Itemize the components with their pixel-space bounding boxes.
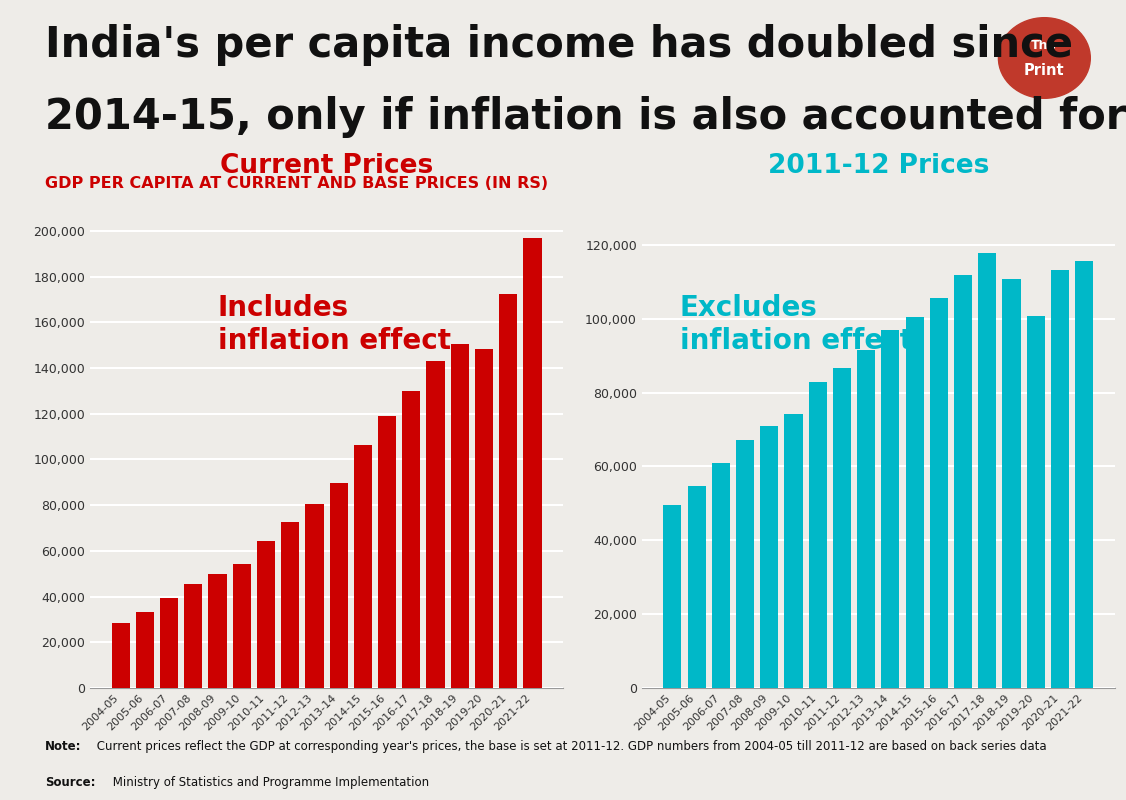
Bar: [378, 416, 396, 688]
Text: Note:: Note:: [45, 740, 81, 753]
Bar: [736, 440, 754, 688]
Circle shape: [999, 18, 1090, 98]
Bar: [282, 522, 300, 688]
Bar: [857, 350, 875, 688]
Bar: [785, 414, 803, 688]
Bar: [475, 349, 493, 688]
Bar: [905, 317, 923, 688]
Bar: [882, 330, 900, 688]
Bar: [1002, 279, 1020, 688]
Bar: [427, 361, 445, 688]
Bar: [208, 574, 226, 688]
Bar: [954, 275, 972, 688]
Text: GDP PER CAPITA AT CURRENT AND BASE PRICES (IN RS): GDP PER CAPITA AT CURRENT AND BASE PRICE…: [45, 176, 548, 191]
Bar: [833, 368, 851, 688]
Bar: [499, 294, 517, 688]
Bar: [354, 445, 372, 688]
Bar: [305, 504, 323, 688]
Bar: [688, 486, 706, 688]
Text: Ministry of Statistics and Programme Implementation: Ministry of Statistics and Programme Imp…: [109, 776, 429, 789]
Text: Print: Print: [1024, 63, 1065, 78]
Bar: [136, 612, 154, 688]
Text: Source:: Source:: [45, 776, 96, 789]
Text: The: The: [1031, 39, 1057, 52]
Bar: [257, 541, 275, 688]
Bar: [930, 298, 948, 688]
Bar: [1075, 261, 1093, 688]
Bar: [712, 463, 730, 688]
Text: Current prices reflect the GDP at corresponding year's prices, the base is set a: Current prices reflect the GDP at corres…: [93, 740, 1047, 753]
Bar: [160, 598, 178, 688]
Bar: [978, 253, 997, 688]
Bar: [1027, 316, 1045, 688]
Bar: [185, 584, 203, 688]
Bar: [402, 390, 420, 688]
Text: Includes
inflation effect: Includes inflation effect: [217, 294, 450, 355]
Text: India's per capita income has doubled since: India's per capita income has doubled si…: [45, 24, 1073, 66]
Bar: [808, 382, 826, 688]
Bar: [233, 564, 251, 688]
Bar: [760, 426, 778, 688]
Bar: [524, 238, 542, 688]
Bar: [111, 622, 129, 688]
Text: 2014-15, only if inflation is also accounted for: 2014-15, only if inflation is also accou…: [45, 96, 1126, 138]
Bar: [1051, 270, 1069, 688]
Bar: [330, 482, 348, 688]
Text: Excludes
inflation effect: Excludes inflation effect: [680, 294, 913, 355]
Text: Current Prices: Current Prices: [220, 153, 434, 179]
Bar: [450, 344, 468, 688]
Bar: [663, 506, 681, 688]
Text: 2011-12 Prices: 2011-12 Prices: [768, 153, 989, 179]
